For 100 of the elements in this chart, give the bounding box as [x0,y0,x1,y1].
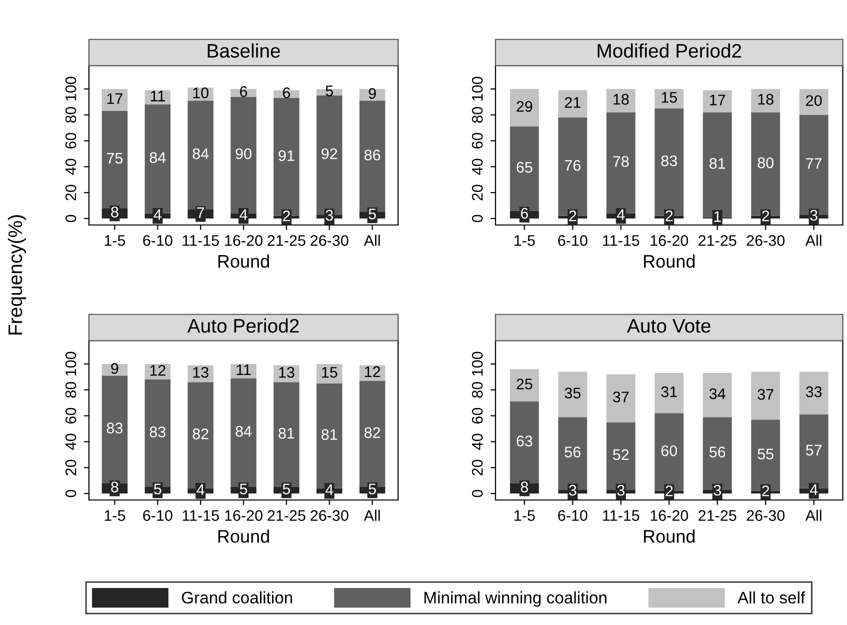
x-tick-label: 6-10 [558,510,588,521]
data-label: 60 [661,445,678,456]
bar [654,373,684,414]
bar [102,110,128,208]
bar [702,373,732,418]
x-tick-label: 21-25 [698,510,736,521]
data-label: 3 [714,484,721,496]
x-tick-label: 21-25 [698,235,736,246]
data-label: 5 [326,86,333,96]
data-label: 8 [111,206,118,218]
y-tick-label: 0 [65,490,76,498]
x-tick-label: 26-30 [746,510,785,521]
x-tick-label: All [805,510,822,521]
data-label: 21 [564,97,580,108]
x-tick-label: 11-15 [182,510,219,521]
bar [510,402,539,484]
data-label: 17 [710,94,726,106]
data-label: 4 [196,484,204,495]
y-tick-label: 0 [65,214,76,222]
data-label: 4 [325,484,334,495]
data-label: 4 [154,209,162,220]
data-label: 6 [240,86,248,97]
chart-title: Modified Period2 [598,43,742,58]
y-tick-label: 100 [65,76,76,101]
data-label: 4 [810,484,818,495]
bar [799,88,828,115]
y-tick-label: 60 [472,132,483,148]
x-axis-title: Round [218,530,269,543]
bar [751,88,780,112]
data-label: 8 [520,482,528,492]
data-label: 1 [714,211,721,222]
x-tick-label: 6-10 [143,235,172,246]
bar [316,364,342,384]
chart-title: Auto Period2 [187,318,299,333]
data-label: 2 [666,210,673,222]
data-label: 57 [806,444,822,456]
bar [274,365,300,382]
data-label: 9 [111,363,118,374]
y-tick-label: 0 [472,214,483,222]
data-label: 15 [662,92,677,103]
data-label: 84 [192,148,209,160]
x-tick-label: 1-5 [104,235,126,246]
x-tick-label: 26-30 [746,235,785,246]
data-label: 5 [282,484,290,494]
data-label: 4 [240,209,248,220]
y-tick-label: 40 [472,158,483,175]
data-label: 84 [150,152,166,164]
x-tick-label: 21-25 [268,510,306,521]
data-label: 25 [516,378,532,390]
data-label: 83 [661,155,677,166]
data-label: 18 [614,94,629,105]
data-label: 37 [612,392,629,402]
x-tick-label: 16-20 [225,235,262,246]
x-tick-label: All [805,234,822,246]
y-tick-label: 100 [472,76,483,101]
x-tick-label: 11-15 [182,235,219,246]
data-label: 6 [520,208,528,219]
bar [799,372,828,414]
data-label: 82 [192,428,208,440]
data-label: 20 [806,95,822,106]
y-tick-label: 40 [65,434,76,450]
x-tick-label: 1-5 [514,510,535,521]
data-label: 9 [368,88,376,99]
x-tick-label: 11-15 [603,510,640,521]
data-label: 5 [368,484,376,494]
x-tick-label: 21-25 [268,235,306,246]
data-label: 65 [516,162,532,173]
x-axis-title: Round [218,254,269,268]
bar [102,88,128,111]
data-label: 33 [806,386,822,398]
data-label: 7 [197,207,204,218]
bar [654,88,684,108]
bar [702,90,732,112]
data-label: 35 [564,388,581,398]
bar [606,374,636,422]
data-label: 3 [617,484,624,496]
data-label: 3 [569,484,576,496]
data-label: 81 [710,158,726,169]
x-tick-label: All [364,234,380,246]
bar [558,372,588,418]
data-label: 76 [564,160,580,171]
data-label: 81 [278,428,294,439]
data-label: 37 [758,388,774,400]
y-tick-label: 0 [472,490,483,498]
data-label: 3 [326,210,333,221]
data-label: 77 [806,158,822,169]
y-tick-label: 80 [65,106,76,123]
data-label: 82 [364,427,380,438]
data-label: 13 [279,366,294,378]
bar [102,376,128,484]
data-label: 55 [758,448,774,460]
data-label: 83 [150,426,166,438]
y-tick-label: 20 [472,460,483,476]
data-label: 2 [762,210,770,222]
data-label: 6 [282,87,290,98]
data-label: 11 [150,90,165,102]
x-tick-label: 26-30 [310,510,348,521]
x-axis-title: Round [644,254,695,268]
bar [751,372,780,420]
data-label: 81 [322,429,338,440]
